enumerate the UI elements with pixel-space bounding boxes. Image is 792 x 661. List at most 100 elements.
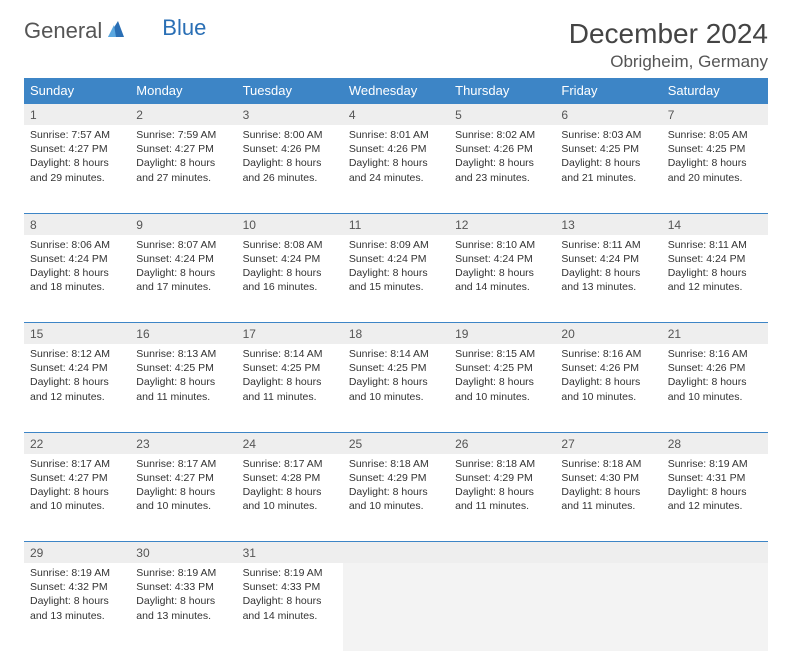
day-line: Sunset: 4:25 PM xyxy=(668,142,762,156)
day-content-row: Sunrise: 8:17 AMSunset: 4:27 PMDaylight:… xyxy=(24,454,768,542)
day-line: and 10 minutes. xyxy=(561,390,655,404)
day-cell: Sunrise: 8:02 AMSunset: 4:26 PMDaylight:… xyxy=(449,125,555,213)
day-line: Sunset: 4:25 PM xyxy=(349,361,443,375)
logo-text-general: General xyxy=(24,18,102,44)
day-number xyxy=(343,542,449,564)
day-line: Daylight: 8 hours xyxy=(136,266,230,280)
day-cell xyxy=(449,563,555,651)
day-line: Sunset: 4:24 PM xyxy=(243,252,337,266)
day-cell xyxy=(555,563,661,651)
day-details: Sunrise: 8:17 AMSunset: 4:27 PMDaylight:… xyxy=(130,454,236,520)
logo: General Blue xyxy=(24,18,206,44)
day-details: Sunrise: 8:19 AMSunset: 4:31 PMDaylight:… xyxy=(662,454,768,520)
day-line: and 11 minutes. xyxy=(136,390,230,404)
day-line: Sunrise: 8:19 AM xyxy=(668,457,762,471)
day-details: Sunrise: 8:00 AMSunset: 4:26 PMDaylight:… xyxy=(237,125,343,191)
day-line: Sunrise: 8:05 AM xyxy=(668,128,762,142)
day-details: Sunrise: 8:01 AMSunset: 4:26 PMDaylight:… xyxy=(343,125,449,191)
day-line: and 12 minutes. xyxy=(668,499,762,513)
day-cell: Sunrise: 8:17 AMSunset: 4:27 PMDaylight:… xyxy=(130,454,236,542)
day-line: Daylight: 8 hours xyxy=(455,156,549,170)
day-details: Sunrise: 8:09 AMSunset: 4:24 PMDaylight:… xyxy=(343,235,449,301)
day-cell: Sunrise: 8:14 AMSunset: 4:25 PMDaylight:… xyxy=(343,344,449,432)
day-line: Sunrise: 8:16 AM xyxy=(668,347,762,361)
day-line: and 10 minutes. xyxy=(455,390,549,404)
day-cell: Sunrise: 8:13 AMSunset: 4:25 PMDaylight:… xyxy=(130,344,236,432)
day-details: Sunrise: 8:14 AMSunset: 4:25 PMDaylight:… xyxy=(237,344,343,410)
day-line: Daylight: 8 hours xyxy=(243,594,337,608)
header: General Blue December 2024 Obrigheim, Ge… xyxy=(24,18,768,72)
day-line: Sunset: 4:25 PM xyxy=(136,361,230,375)
day-number: 27 xyxy=(555,432,661,454)
day-details: Sunrise: 8:15 AMSunset: 4:25 PMDaylight:… xyxy=(449,344,555,410)
day-line: Sunset: 4:32 PM xyxy=(30,580,124,594)
day-number: 10 xyxy=(237,213,343,235)
day-number-row: 1234567 xyxy=(24,104,768,126)
day-line: Sunset: 4:28 PM xyxy=(243,471,337,485)
day-number-row: 15161718192021 xyxy=(24,323,768,345)
day-number-row: 891011121314 xyxy=(24,213,768,235)
day-details: Sunrise: 8:06 AMSunset: 4:24 PMDaylight:… xyxy=(24,235,130,301)
day-details: Sunrise: 8:10 AMSunset: 4:24 PMDaylight:… xyxy=(449,235,555,301)
day-details: Sunrise: 8:11 AMSunset: 4:24 PMDaylight:… xyxy=(662,235,768,301)
day-line: Sunset: 4:24 PM xyxy=(561,252,655,266)
day-line: Daylight: 8 hours xyxy=(561,156,655,170)
day-line: Daylight: 8 hours xyxy=(30,485,124,499)
day-header-row: Sunday Monday Tuesday Wednesday Thursday… xyxy=(24,78,768,104)
day-line: and 21 minutes. xyxy=(561,171,655,185)
day-number-row: 293031 xyxy=(24,542,768,564)
day-number: 1 xyxy=(24,104,130,126)
calendar-body: 1234567Sunrise: 7:57 AMSunset: 4:27 PMDa… xyxy=(24,104,768,652)
day-line: Daylight: 8 hours xyxy=(30,156,124,170)
day-details: Sunrise: 8:13 AMSunset: 4:25 PMDaylight:… xyxy=(130,344,236,410)
day-cell: Sunrise: 8:18 AMSunset: 4:29 PMDaylight:… xyxy=(343,454,449,542)
day-line: Daylight: 8 hours xyxy=(668,156,762,170)
day-line: and 18 minutes. xyxy=(30,280,124,294)
day-number: 2 xyxy=(130,104,236,126)
location-label: Obrigheim, Germany xyxy=(569,52,768,72)
day-line: and 11 minutes. xyxy=(455,499,549,513)
day-number: 24 xyxy=(237,432,343,454)
day-cell: Sunrise: 8:00 AMSunset: 4:26 PMDaylight:… xyxy=(237,125,343,213)
day-details: Sunrise: 8:19 AMSunset: 4:33 PMDaylight:… xyxy=(130,563,236,629)
day-details: Sunrise: 8:18 AMSunset: 4:29 PMDaylight:… xyxy=(449,454,555,520)
day-line: Sunrise: 8:09 AM xyxy=(349,238,443,252)
day-details: Sunrise: 8:17 AMSunset: 4:27 PMDaylight:… xyxy=(24,454,130,520)
day-line: Daylight: 8 hours xyxy=(455,485,549,499)
day-cell: Sunrise: 8:16 AMSunset: 4:26 PMDaylight:… xyxy=(662,344,768,432)
day-line: and 10 minutes. xyxy=(668,390,762,404)
day-line: Sunset: 4:24 PM xyxy=(668,252,762,266)
day-line: Sunrise: 8:08 AM xyxy=(243,238,337,252)
day-line: Sunset: 4:27 PM xyxy=(136,471,230,485)
day-line: and 13 minutes. xyxy=(561,280,655,294)
day-line: Sunrise: 8:11 AM xyxy=(561,238,655,252)
day-line: Sunset: 4:33 PM xyxy=(243,580,337,594)
day-number: 29 xyxy=(24,542,130,564)
day-line: and 24 minutes. xyxy=(349,171,443,185)
day-line: and 10 minutes. xyxy=(349,499,443,513)
day-number-row: 22232425262728 xyxy=(24,432,768,454)
day-details: Sunrise: 8:11 AMSunset: 4:24 PMDaylight:… xyxy=(555,235,661,301)
day-line: Sunrise: 8:06 AM xyxy=(30,238,124,252)
day-content-row: Sunrise: 7:57 AMSunset: 4:27 PMDaylight:… xyxy=(24,125,768,213)
day-number: 26 xyxy=(449,432,555,454)
day-details: Sunrise: 8:19 AMSunset: 4:33 PMDaylight:… xyxy=(237,563,343,629)
day-line: Sunrise: 8:19 AM xyxy=(243,566,337,580)
day-details: Sunrise: 8:19 AMSunset: 4:32 PMDaylight:… xyxy=(24,563,130,629)
day-line: Daylight: 8 hours xyxy=(136,156,230,170)
day-number: 11 xyxy=(343,213,449,235)
day-cell: Sunrise: 8:09 AMSunset: 4:24 PMDaylight:… xyxy=(343,235,449,323)
day-line: Sunset: 4:24 PM xyxy=(349,252,443,266)
day-number: 15 xyxy=(24,323,130,345)
day-line: and 14 minutes. xyxy=(243,609,337,623)
day-details: Sunrise: 8:16 AMSunset: 4:26 PMDaylight:… xyxy=(662,344,768,410)
day-line: and 17 minutes. xyxy=(136,280,230,294)
day-line: Daylight: 8 hours xyxy=(243,485,337,499)
day-number: 30 xyxy=(130,542,236,564)
day-cell: Sunrise: 8:07 AMSunset: 4:24 PMDaylight:… xyxy=(130,235,236,323)
day-line: Daylight: 8 hours xyxy=(349,266,443,280)
day-details: Sunrise: 8:07 AMSunset: 4:24 PMDaylight:… xyxy=(130,235,236,301)
day-line: Daylight: 8 hours xyxy=(243,375,337,389)
day-content-row: Sunrise: 8:12 AMSunset: 4:24 PMDaylight:… xyxy=(24,344,768,432)
day-number: 9 xyxy=(130,213,236,235)
